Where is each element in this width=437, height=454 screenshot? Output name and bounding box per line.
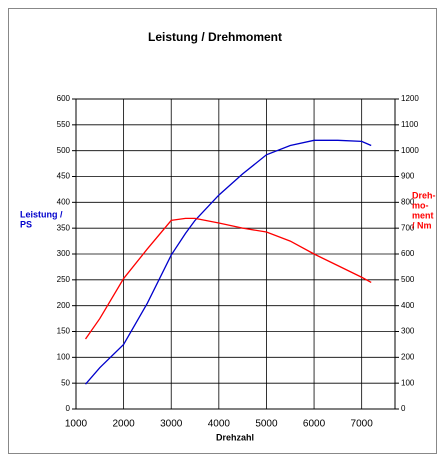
y2-axis-label: Dreh- xyxy=(412,190,436,200)
y2-tick-label: 900 xyxy=(401,172,415,181)
x-tick-label: 2000 xyxy=(112,419,135,430)
y2-tick-label: 200 xyxy=(401,352,415,361)
x-tick-label: 6000 xyxy=(303,419,326,430)
y-tick-label: 0 xyxy=(66,404,71,413)
x-tick-label: 3000 xyxy=(160,419,183,430)
y2-axis-label: ment xyxy=(412,210,434,220)
y-tick-label: 150 xyxy=(57,327,71,336)
y2-tick-label: 500 xyxy=(401,275,415,284)
y2-tick-label: 300 xyxy=(401,327,415,336)
y2-axis-label: mo- xyxy=(412,200,429,210)
y2-tick-label: 1200 xyxy=(401,94,419,103)
y-tick-label: 300 xyxy=(57,249,71,258)
y2-tick-label: 1100 xyxy=(401,120,419,129)
y2-tick-label: 400 xyxy=(401,301,415,310)
data-line xyxy=(85,139,372,385)
y-tick-label: 550 xyxy=(57,120,71,129)
y2-tick-label: 600 xyxy=(401,249,415,258)
y-tick-label: 350 xyxy=(57,223,71,232)
y-axis-label: Leistung / xyxy=(20,209,63,219)
y-tick-label: 200 xyxy=(57,301,71,310)
y2-tick-label: 100 xyxy=(401,378,415,387)
chart-title: Leistung / Drehmoment xyxy=(148,30,282,44)
plot-border xyxy=(75,98,396,410)
y-axis-label: PS xyxy=(20,219,32,229)
y-tick-label: 250 xyxy=(57,275,71,284)
y2-axis-label: / Nm xyxy=(412,220,432,230)
y-tick-label: 600 xyxy=(57,94,71,103)
y-tick-label: 50 xyxy=(61,378,70,387)
y2-tick-label: 1000 xyxy=(401,146,419,155)
y2-tick-label: 700 xyxy=(401,223,415,232)
y-tick-label: 500 xyxy=(57,146,71,155)
x-tick-label: 4000 xyxy=(208,419,231,430)
x-tick-label: 1000 xyxy=(65,419,88,430)
y2-tick-label: 800 xyxy=(401,197,415,206)
x-tick-label: 5000 xyxy=(255,419,278,430)
y-tick-label: 450 xyxy=(57,172,71,181)
y-tick-label: 100 xyxy=(57,352,71,361)
x-axis-label: Drehzahl xyxy=(216,432,254,442)
x-tick-label: 7000 xyxy=(351,419,374,430)
y2-tick-label: 0 xyxy=(401,404,406,413)
data-line xyxy=(84,217,372,340)
y-tick-label: 400 xyxy=(57,197,71,206)
frame xyxy=(8,8,437,454)
